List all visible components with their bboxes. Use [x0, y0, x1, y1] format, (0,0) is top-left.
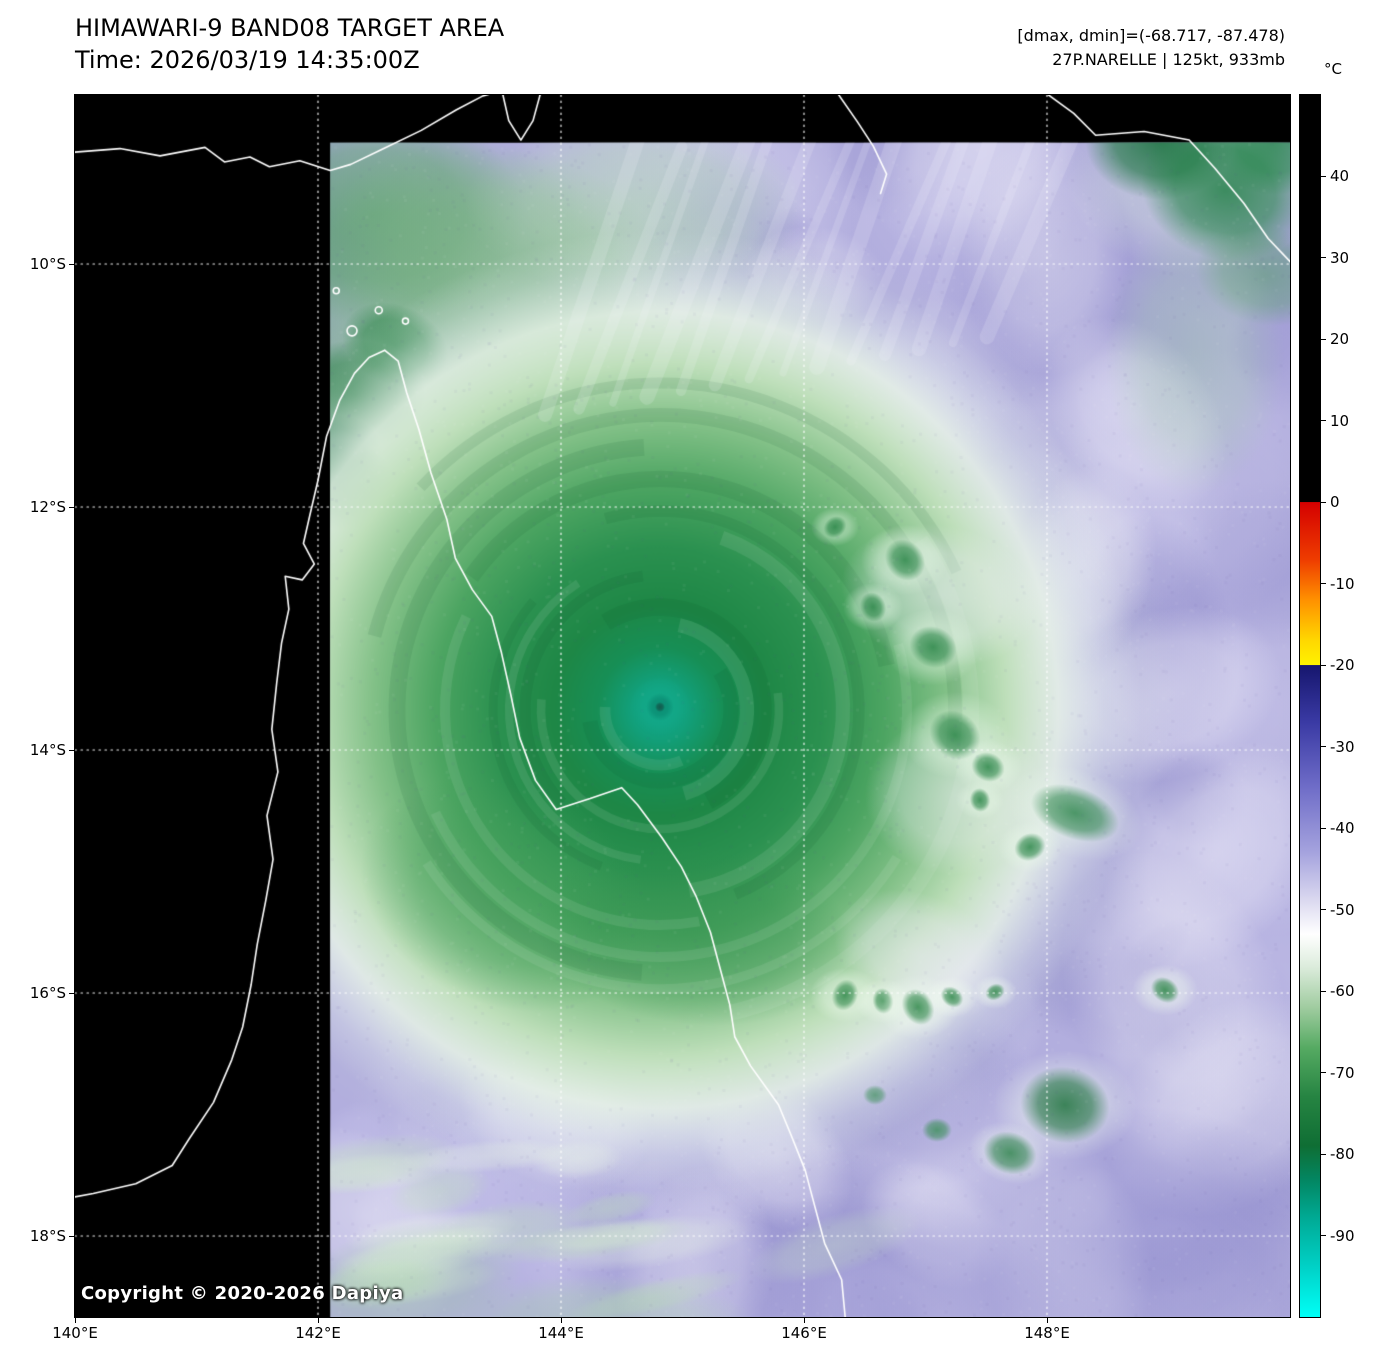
colorbar-tick-label: -60 [1330, 982, 1355, 1001]
colorbar-tick-mark [1321, 664, 1326, 666]
colorbar-tick-mark [1321, 420, 1326, 422]
y-tick-label: 14°S [29, 741, 66, 759]
x-tick-mark [74, 1317, 76, 1323]
y-tick-mark [69, 506, 75, 508]
colorbar-tick-mark [1321, 746, 1326, 748]
colorbar-tick-mark [1321, 1153, 1326, 1155]
colorbar-unit-label: °C [1324, 60, 1342, 78]
y-tick-label: 12°S [29, 498, 66, 516]
y-tick-mark [69, 749, 75, 751]
satellite-map-image [74, 94, 1291, 1318]
x-tick-label: 140°E [52, 1324, 98, 1342]
copyright-watermark: Copyright © 2020-2026 Dapiya [81, 1283, 404, 1304]
x-tick-label: 144°E [538, 1324, 584, 1342]
y-tick-mark [69, 1235, 75, 1237]
colorbar-tick-label: -20 [1330, 656, 1355, 675]
colorbar-tick-mark [1321, 583, 1326, 585]
x-tick-label: 146°E [781, 1324, 827, 1342]
colorbar-tick-mark [1321, 1072, 1326, 1074]
colorbar-tick-mark [1321, 175, 1326, 177]
x-tick-label: 148°E [1024, 1324, 1070, 1342]
colorbar-tick-label: 0 [1330, 493, 1340, 512]
colorbar-tick-label: -90 [1330, 1226, 1355, 1245]
colorbar-tick-label: 20 [1330, 330, 1350, 349]
colorbar-tick-label: 40 [1330, 167, 1350, 186]
colorbar-tick-label: 10 [1330, 411, 1350, 430]
y-tick-label: 10°S [29, 255, 66, 273]
colorbar-tick-label: -50 [1330, 900, 1355, 919]
colorbar-tick-mark [1321, 338, 1326, 340]
colorbar-tick-label: -80 [1330, 1145, 1355, 1164]
storm-info-label: 27P.NARELLE | 125kt, 933mb [1052, 50, 1285, 69]
x-tick-mark [1046, 1317, 1048, 1323]
colorbar-tick-label: -40 [1330, 819, 1355, 838]
x-tick-mark [560, 1317, 562, 1323]
colorbar-tick-mark [1321, 909, 1326, 911]
colorbar-tick-mark [1321, 827, 1326, 829]
y-tick-mark [69, 992, 75, 994]
colorbar-tick-mark [1321, 257, 1326, 259]
y-tick-mark [69, 263, 75, 265]
x-tick-label: 142°E [295, 1324, 341, 1342]
y-tick-label: 18°S [29, 1227, 66, 1245]
colorbar-tick-label: 30 [1330, 248, 1350, 267]
colorbar-tick-label: -30 [1330, 737, 1355, 756]
dmax-dmin-readout: [dmax, dmin]=(-68.717, -87.478) [1017, 26, 1285, 45]
colorbar-tick-label: -10 [1330, 574, 1355, 593]
colorbar-gradient [1299, 94, 1321, 1318]
y-tick-label: 16°S [29, 984, 66, 1002]
x-tick-mark [803, 1317, 805, 1323]
colorbar-tick-mark [1321, 501, 1326, 503]
x-tick-mark [317, 1317, 319, 1323]
colorbar-tick-mark [1321, 1235, 1326, 1237]
colorbar-tick-label: -70 [1330, 1063, 1355, 1082]
figure-timestamp: Time: 2026/03/19 14:35:00Z [75, 46, 420, 74]
colorbar-tick-mark [1321, 990, 1326, 992]
figure-title: HIMAWARI-9 BAND08 TARGET AREA [75, 14, 505, 42]
